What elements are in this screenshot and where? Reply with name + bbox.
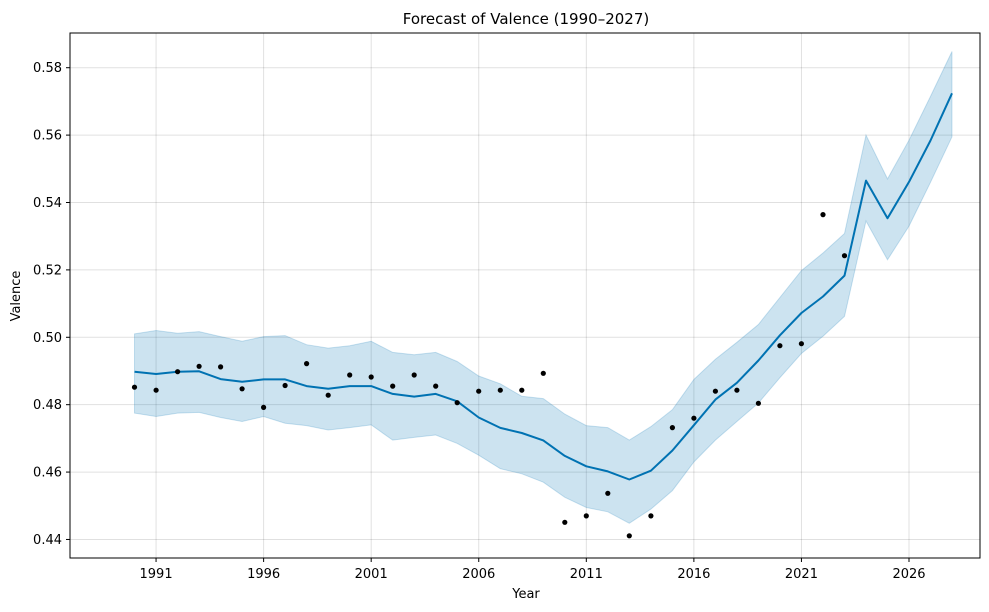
observed-point (540, 370, 546, 376)
x-tick-label: 2001 (355, 567, 388, 582)
observed-point (583, 513, 589, 519)
y-tick-label: 0.44 (33, 533, 62, 548)
y-tick-label: 0.58 (33, 61, 62, 76)
grid (70, 33, 980, 558)
chart-title: Forecast of Valence (1990–2027) (403, 10, 649, 28)
plot-frame (69, 32, 981, 559)
forecast-line (134, 92, 953, 481)
observed-point (820, 212, 826, 218)
observed-point (304, 361, 310, 367)
observed-point (777, 343, 783, 349)
observed-points-layer (131, 212, 848, 539)
observed-point (454, 400, 460, 406)
y-tick-label: 0.48 (33, 398, 62, 413)
observed-point (131, 384, 138, 390)
observed-point (433, 383, 439, 389)
observed-point (497, 387, 503, 393)
y-tick-label: 0.46 (33, 466, 62, 481)
y-tick-label: 0.56 (33, 129, 62, 144)
observed-point (605, 490, 611, 496)
forecast-line-layer (134, 92, 953, 481)
observed-point (691, 415, 697, 421)
observed-point (519, 387, 525, 393)
y-axis-title: Valence (9, 271, 24, 322)
x-tick-label: 2011 (570, 567, 603, 582)
x-axis-ticks: 1991 1996 2001 2006 2011 2016 2021 2026 (140, 558, 926, 582)
observed-point (196, 363, 202, 369)
observed-point (218, 364, 224, 370)
observed-point (347, 372, 353, 378)
observed-point (669, 425, 676, 431)
observed-point (390, 383, 396, 389)
observed-point (734, 387, 740, 393)
x-tick-label: 2006 (462, 567, 495, 582)
x-axis-title: Year (511, 587, 540, 602)
observed-point (648, 513, 654, 519)
y-tick-label: 0.50 (33, 331, 62, 346)
x-tick-label: 2021 (785, 567, 818, 582)
x-tick-label: 1991 (140, 567, 173, 582)
uncertainty-band (134, 51, 953, 524)
observed-point (175, 369, 181, 375)
observed-point (282, 382, 288, 389)
observed-point (841, 253, 848, 259)
y-tick-label: 0.52 (33, 263, 62, 278)
observed-point (239, 386, 245, 392)
observed-point (562, 519, 568, 525)
observed-point (798, 341, 805, 347)
observed-point (755, 400, 762, 406)
observed-point (325, 392, 331, 398)
observed-point (153, 387, 159, 393)
y-axis-ticks: 0.44 0.46 0.48 0.50 0.52 0.54 0.56 0.58 (33, 61, 70, 548)
observed-point (411, 372, 417, 378)
observed-point (261, 404, 267, 410)
observed-point (368, 374, 374, 380)
observed-point (712, 388, 719, 394)
observed-point (626, 533, 632, 539)
x-tick-label: 2016 (677, 567, 710, 582)
y-tick-label: 0.54 (33, 196, 62, 211)
x-tick-label: 1996 (247, 567, 280, 582)
uncertainty-band-layer (134, 51, 953, 524)
observed-point (476, 388, 482, 394)
x-tick-label: 2026 (892, 567, 925, 582)
